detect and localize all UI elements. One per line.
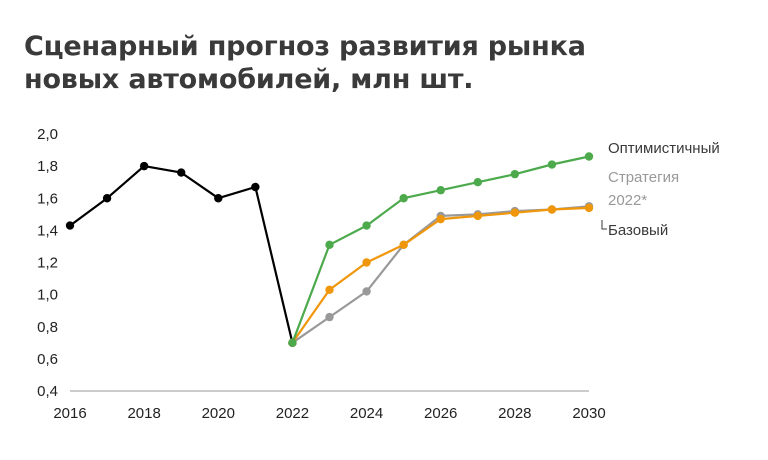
- data-point-history: [102, 194, 112, 203]
- series-base: [288, 203, 594, 348]
- data-point-optimistic: [325, 240, 334, 250]
- y-axis-tick-labels: 0,4 0,6 0,8 1,0 1,2 1,4 1,6 1,8 2,0: [37, 126, 58, 400]
- series-line-history: [69, 165, 294, 344]
- series-history: [65, 161, 297, 348]
- series-line-optimistic: [291, 155, 590, 344]
- data-point-optimistic: [547, 160, 557, 169]
- data-point-base: [325, 285, 334, 295]
- y-tick-label: 0,8: [37, 319, 58, 336]
- series-end-labels: Оптимистичный Стратегия 2022* Базовый: [601, 140, 720, 239]
- chart-title: Сценарный прогноз развития рынка новых а…: [24, 30, 586, 96]
- label-base: Базовый: [608, 222, 668, 239]
- series-strategy: [288, 202, 594, 348]
- x-tick-label: 2024: [350, 405, 383, 422]
- data-point-base: [362, 258, 371, 267]
- x-tick-label: 2028: [498, 405, 531, 422]
- chart-title-line-1: Сценарный прогноз развития рынка: [24, 31, 586, 62]
- data-point-history: [177, 168, 186, 177]
- series-line-strategy: [291, 205, 590, 344]
- y-tick-label: 1,2: [37, 255, 58, 272]
- series-line-base: [291, 206, 590, 344]
- y-tick-label: 1,8: [37, 158, 58, 175]
- y-tick-label: 0,6: [37, 351, 58, 368]
- data-point-base: [436, 214, 445, 224]
- chart-series: [65, 152, 594, 348]
- data-point-history: [251, 182, 260, 192]
- x-tick-label: 2020: [202, 405, 235, 422]
- x-tick-label: 2026: [424, 405, 457, 422]
- data-point-base: [473, 211, 482, 221]
- data-point-base: [399, 240, 408, 250]
- data-point-strategy: [325, 312, 334, 322]
- label-strategy-line-2: 2022*: [608, 192, 647, 209]
- label-base-leader: [601, 220, 607, 230]
- x-tick-label: 2022: [276, 405, 309, 422]
- data-point-optimistic: [510, 169, 520, 179]
- y-tick-label: 0,4: [37, 383, 58, 400]
- data-point-base: [510, 208, 520, 217]
- data-point-history: [65, 221, 75, 230]
- data-point-optimistic: [584, 152, 594, 161]
- label-strategy-line-1: Стратегия: [608, 169, 679, 186]
- x-tick-label: 2030: [572, 405, 605, 422]
- x-tick-label: 2018: [127, 405, 160, 422]
- series-optimistic: [288, 152, 594, 348]
- y-tick-label: 1,6: [37, 190, 58, 207]
- y-tick-label: 1,0: [37, 287, 58, 304]
- y-tick-label: 2,0: [37, 126, 58, 143]
- data-point-optimistic: [473, 177, 482, 187]
- data-point-base: [547, 205, 557, 214]
- y-tick-label: 1,4: [37, 222, 58, 239]
- x-tick-label: 2016: [53, 405, 86, 422]
- data-point-base: [584, 203, 594, 213]
- label-optimistic: Оптимистичный: [608, 140, 720, 157]
- x-axis-tick-labels: 2016 2018 2020 2022 2024 2026 2028 2030: [53, 405, 605, 422]
- data-point-history: [214, 194, 223, 203]
- data-point-optimistic: [288, 338, 297, 348]
- data-point-strategy: [362, 287, 371, 296]
- data-point-optimistic: [362, 221, 371, 230]
- data-point-history: [139, 161, 149, 171]
- data-point-optimistic: [436, 186, 445, 195]
- chart-title-line-2: новых автомобилей, млн шт.: [24, 64, 474, 95]
- data-point-optimistic: [399, 194, 408, 203]
